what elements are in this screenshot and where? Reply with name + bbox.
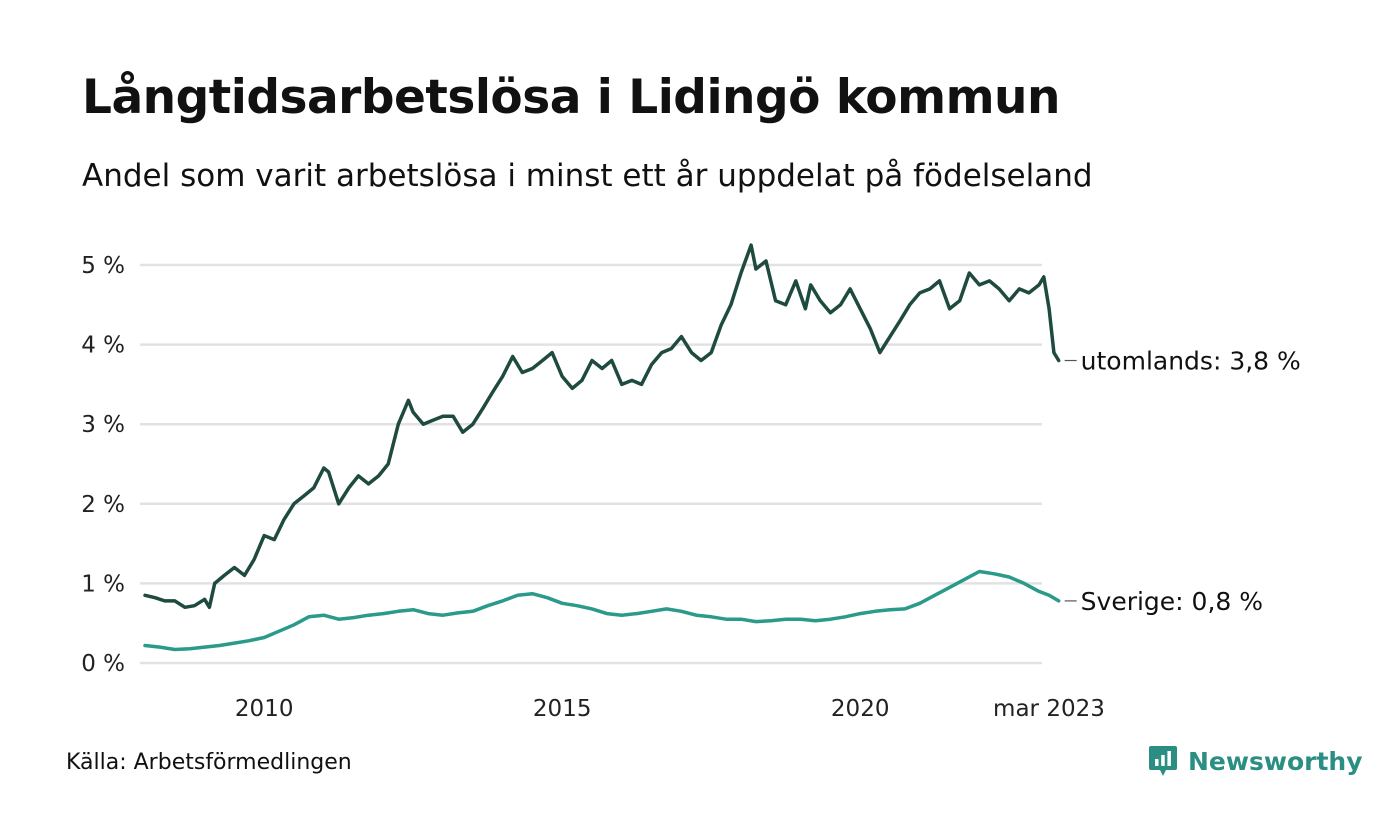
end-label-utomlands: utomlands: 3,8 % — [1081, 347, 1301, 376]
y-tick-label: 3 % — [81, 412, 125, 438]
y-tick-label: 0 % — [81, 651, 125, 677]
y-tick-label: 2 % — [81, 492, 125, 518]
series-line-utomlands — [143, 243, 1061, 610]
gridlines — [140, 263, 1042, 665]
end-label-sverige: Sverige: 0,8 % — [1081, 587, 1263, 616]
brand-logo: Newsworthy — [1148, 744, 1363, 778]
x-tick-label: 2015 — [533, 696, 592, 722]
chart-subtitle: Andel som varit arbetslösa i minst ett å… — [82, 158, 1093, 194]
x-tick-label: mar 2023 — [993, 696, 1105, 722]
chart-title: Långtidsarbetslösa i Lidingö kommun — [82, 70, 1060, 125]
x-tick-label: 2010 — [235, 696, 294, 722]
end-labels: utomlands: 3,8 % Sverige: 0,8 % — [1064, 347, 1301, 616]
series-lines — [143, 243, 1061, 652]
brand-name: Newsworthy — [1188, 746, 1363, 776]
x-axis-ticks: 2010 2015 2020 mar 2023 — [235, 696, 1105, 722]
y-axis-ticks: 0 % 1 % 2 % 3 % 4 % 5 % — [81, 253, 125, 677]
series-line-sverige — [143, 569, 1061, 652]
source-note: Källa: Arbetsförmedlingen — [66, 750, 352, 775]
newsworthy-logo-icon — [1149, 746, 1177, 776]
y-tick-label: 4 % — [81, 333, 125, 359]
y-tick-label: 5 % — [81, 253, 125, 279]
x-tick-label: 2020 — [831, 696, 890, 722]
y-tick-label: 1 % — [81, 571, 125, 597]
